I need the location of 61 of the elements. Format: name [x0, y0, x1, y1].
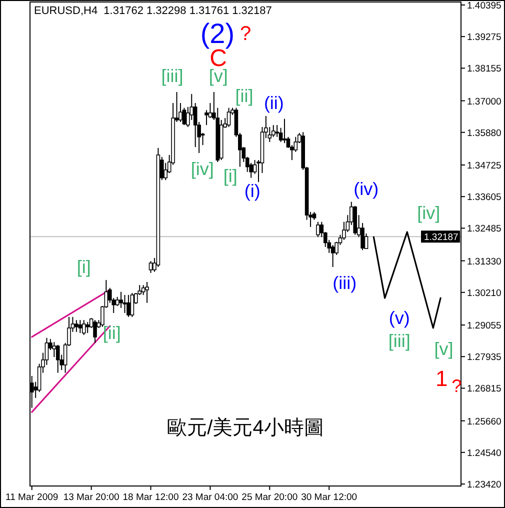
- x-tick-label: 13 Mar 20:00: [63, 492, 120, 503]
- candlestick: [226, 107, 231, 128]
- annotation: (ii): [264, 93, 284, 113]
- y-tick-label: 1.40395: [467, 0, 502, 12]
- candlestick: [182, 107, 186, 126]
- candlestick: [282, 118, 286, 144]
- y-tick-label: 1.39275: [467, 32, 502, 44]
- annotation: [i]: [223, 166, 238, 186]
- y-tick-label: 1.33605: [467, 192, 502, 204]
- candlestick: [148, 260, 153, 274]
- candlestick: [145, 281, 149, 304]
- chart-title: EURUSD,H4 1.31762 1.32298 1.31761 1.32187: [34, 5, 272, 17]
- ref-line-label: 1.32187: [424, 232, 458, 244]
- y-tick-label: 1.38155: [467, 64, 502, 75]
- x-tick-label: 11 Mar 2009: [6, 492, 58, 503]
- y-tick-label: 1.25660: [467, 416, 502, 428]
- annotation: (v): [388, 308, 410, 328]
- annotation: 1: [435, 366, 448, 391]
- candlestick: [86, 322, 90, 334]
- annotation: [iii]: [388, 331, 410, 351]
- x-tick-label: 30 Mar 12:00: [301, 492, 358, 503]
- annotation: (iii): [332, 273, 357, 293]
- candlestick: [56, 344, 60, 374]
- annotation: (i): [244, 181, 260, 201]
- annotation: 歐元/美元4小時圖: [167, 416, 324, 439]
- candlestick: [115, 296, 120, 306]
- candlestick: [78, 320, 82, 334]
- y-tick-label: 1.31330: [467, 256, 502, 268]
- y-tick-label: 1.30210: [467, 288, 502, 299]
- y-tick-label: 1.32485: [467, 224, 502, 235]
- annotation: (2): [200, 18, 235, 49]
- candlestick: [52, 342, 56, 358]
- annotation: [ii]: [102, 323, 121, 343]
- annotation: [v]: [434, 339, 454, 359]
- candlestick: [130, 292, 134, 318]
- candlestick: [126, 294, 130, 318]
- candlestick: [122, 294, 127, 314]
- annotation: [iv]: [417, 203, 440, 223]
- y-tick-label: 1.24540: [467, 448, 502, 459]
- annotation: [ii]: [235, 86, 254, 106]
- y-tick-label: 1.37000: [467, 96, 502, 108]
- candlestick: [93, 320, 97, 344]
- candlestick: [82, 320, 86, 336]
- annotation: [i]: [76, 257, 91, 277]
- annotation: [iii]: [161, 66, 184, 86]
- candlestick: [330, 244, 335, 268]
- x-tick-label: 23 Mar 04:00: [182, 492, 238, 503]
- candlestick: [204, 110, 208, 126]
- annotation: [iv]: [190, 159, 214, 179]
- y-tick-label: 1.23420: [467, 480, 502, 491]
- x-tick-label: 18 Mar 12:00: [122, 492, 179, 503]
- y-tick-label: 1.29055: [467, 320, 502, 332]
- annotation: ?: [240, 23, 252, 45]
- annotation: (iv): [354, 179, 379, 199]
- x-tick-label: 25 Mar 20:00: [242, 492, 298, 503]
- candlestick: [74, 320, 78, 332]
- y-tick-label: 1.35880: [467, 128, 502, 139]
- y-tick-label: 1.27935: [467, 352, 502, 364]
- candlestick: [316, 221, 320, 238]
- y-tick-label: 1.34725: [467, 160, 502, 172]
- y-tick-label: 1.26815: [467, 384, 502, 395]
